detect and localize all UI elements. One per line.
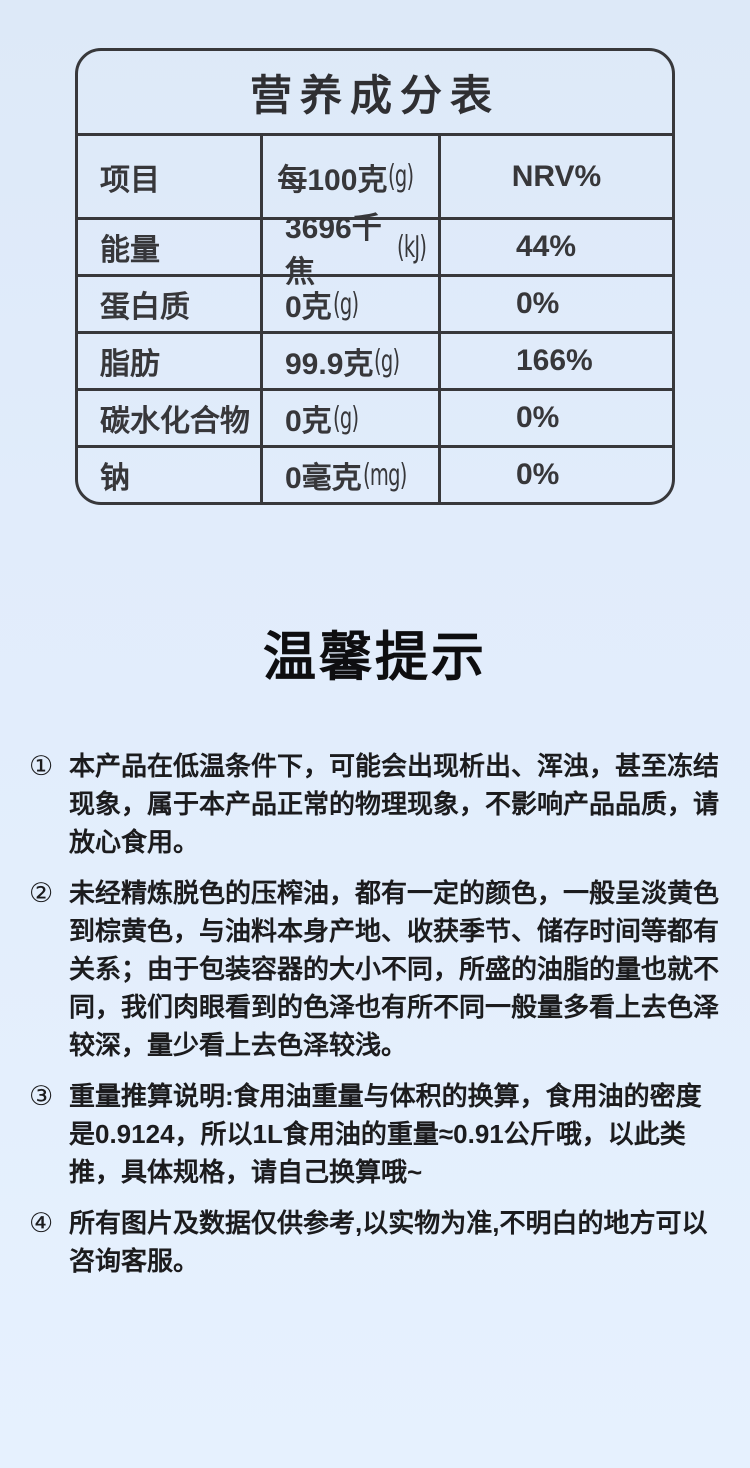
row-value-number: 0克 (285, 291, 332, 324)
tip-marker: ④ (29, 1208, 54, 1238)
table-row-fat: 脂肪 99.9克 (g) 166% (78, 331, 672, 388)
tip-item-3: ③ 重量推算说明:食用油重量与体积的换算，食用油的密度是0.9124，所以1L食… (29, 1077, 721, 1191)
tip-item-1: ① 本产品在低温条件下，可能会出现析出、浑浊，甚至冻结现象，属于本产品正常的物理… (29, 747, 721, 861)
row-nrv: 0% (438, 274, 672, 331)
row-nrv: 0% (438, 388, 672, 445)
tip-marker: ② (29, 878, 54, 908)
tips-list: ① 本产品在低温条件下，可能会出现析出、浑浊，甚至冻结现象，属于本产品正常的物理… (29, 747, 721, 1280)
table-row-sodium: 钠 0毫克 (mg) 0% (78, 445, 672, 502)
tip-item-4: ④ 所有图片及数据仅供参考,以实物为准,不明白的地方可以咨询客服。 (29, 1204, 721, 1280)
row-item-label: 能量 (78, 217, 260, 274)
row-value-number: 0克 (285, 405, 332, 438)
row-value-unit: (g) (332, 286, 359, 322)
row-nrv: 44% (438, 217, 672, 274)
row-value: 3696千焦 (kJ) (260, 212, 438, 289)
header-item: 项目 (78, 133, 260, 217)
header-nrv: NRV% (438, 133, 672, 217)
header-per-100g: 每100克 (g) (260, 133, 438, 217)
nutrition-table-title: 营养成分表 (249, 71, 500, 119)
row-item-label: 钠 (78, 445, 260, 502)
row-value-unit: (g) (332, 400, 359, 436)
row-value-number: 0毫克 (285, 462, 362, 495)
header-per-100g-unit: (g) (388, 159, 414, 194)
row-item-label: 脂肪 (78, 331, 260, 388)
tip-text: 未经精炼脱色的压榨油，都有一定的颜色，一般呈淡黄色到棕黄色，与油料本身产地、收获… (69, 878, 720, 1060)
tip-text: 所有图片及数据仅供参考,以实物为准,不明白的地方可以咨询客服。 (69, 1208, 708, 1276)
row-value: 99.9克 (g) (260, 331, 438, 388)
row-value: 0毫克 (mg) (260, 445, 438, 502)
row-value: 0克 (g) (260, 274, 438, 331)
tips-title: 温馨提示 (263, 628, 487, 687)
product-info-page: 营养成分表 项目 每100克 (g) NRV% 能量 3696千焦 (kJ) 4… (0, 48, 750, 1280)
tip-text: 本产品在低温条件下，可能会出现析出、浑浊，甚至冻结现象，属于本产品正常的物理现象… (69, 751, 720, 857)
tip-marker: ① (29, 751, 54, 781)
row-nrv: 0% (438, 445, 672, 502)
row-item-label: 蛋白质 (78, 274, 260, 331)
header-per-100g-label: 每100克 (277, 163, 388, 197)
table-row-carbohydrate: 碳水化合物 0克 (g) 0% (78, 388, 672, 445)
table-row-protein: 蛋白质 0克 (g) 0% (78, 274, 672, 331)
row-value-unit: (mg) (362, 457, 407, 493)
row-value-number: 99.9克 (285, 348, 374, 381)
row-value-unit: (kJ) (397, 229, 427, 265)
row-item-label: 碳水化合物 (78, 388, 260, 445)
row-nrv: 166% (438, 331, 672, 388)
row-value-unit: (g) (374, 343, 400, 379)
tip-marker: ③ (29, 1081, 54, 1111)
tip-item-2: ② 未经精炼脱色的压榨油，都有一定的颜色，一般呈淡黄色到棕黄色，与油料本身产地、… (29, 874, 721, 1064)
nutrition-table: 营养成分表 项目 每100克 (g) NRV% 能量 3696千焦 (kJ) 4… (75, 48, 675, 505)
nutrition-table-header: 项目 每100克 (g) NRV% (78, 133, 672, 217)
tip-text: 重量推算说明:食用油重量与体积的换算，食用油的密度是0.9124，所以1L食用油… (69, 1081, 702, 1187)
row-value: 0克 (g) (260, 388, 438, 445)
table-row-energy: 能量 3696千焦 (kJ) 44% (78, 212, 672, 289)
row-value-number: 3696千焦 (285, 212, 382, 289)
